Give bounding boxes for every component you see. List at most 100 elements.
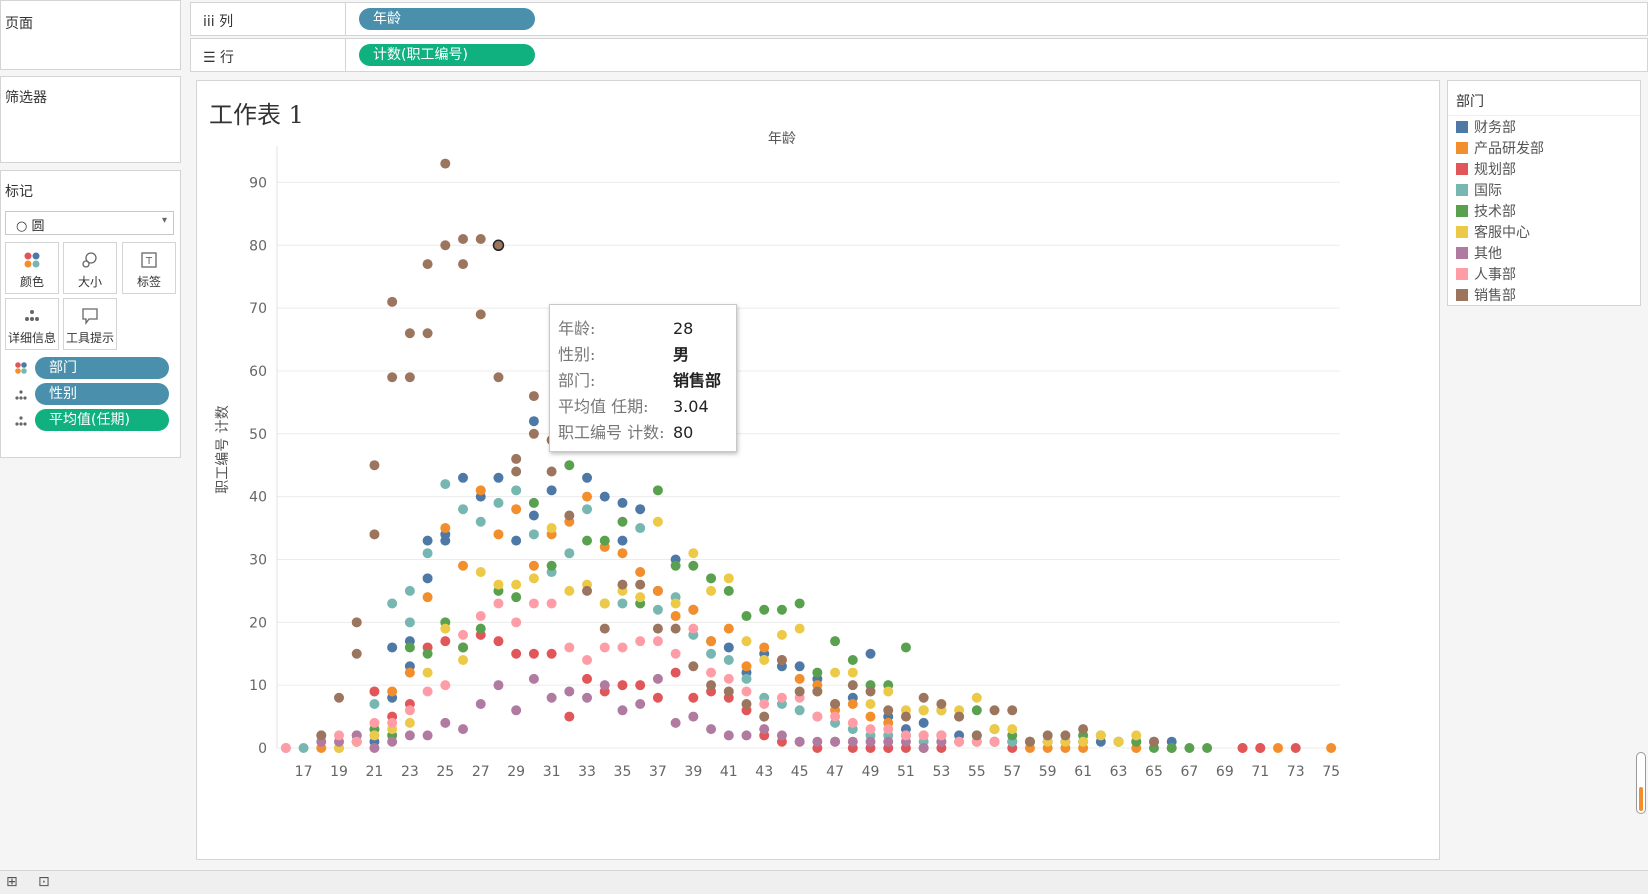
x-tick-label: 73 [1287,764,1305,780]
data-point [971,692,982,703]
x-tick-label: 51 [897,764,915,780]
detail-card[interactable]: 详细信息 [5,298,59,350]
data-point [511,466,522,477]
data-point [918,743,929,753]
y-tick-label: 30 [249,552,267,568]
columns-shelf[interactable]: iii 列 年龄 [190,2,1648,36]
data-point [387,736,398,747]
data-point [404,585,415,596]
columns-pill-age-label: 年龄 [373,11,401,27]
data-point [635,636,646,647]
data-point [883,736,894,747]
rows-shelf[interactable]: ☰ 行 计数(职工编号) [190,38,1648,72]
data-point [475,516,486,527]
tooltip-card[interactable]: 工具提示 [63,298,117,350]
legend-item[interactable]: 人事部 [1456,264,1516,284]
data-point [475,309,486,320]
data-point [652,623,663,634]
columns-pill-age[interactable]: 年龄 [359,8,535,30]
legend-item[interactable]: 规划部 [1456,159,1516,179]
new-worksheet-icon[interactable]: ⊞ [6,874,18,890]
data-point [369,743,380,753]
data-point [1024,736,1035,747]
rows-pill-count[interactable]: 计数(职工编号) [359,44,535,66]
data-point [670,623,681,634]
svg-text:T: T [145,256,153,267]
data-point [883,724,894,735]
data-point [617,579,628,590]
data-point [830,711,841,722]
tooltip-value: 80 [673,423,694,442]
legend-item[interactable]: 销售部 [1456,285,1516,305]
legend-item-label: 产品研发部 [1474,141,1544,157]
marks-pill-gender-label: 性别 [49,386,77,402]
data-point [475,233,486,244]
label-card[interactable]: T 标签 [122,242,176,294]
data-point [458,504,469,515]
data-point [528,560,539,571]
legend-header-underline [1448,115,1640,116]
data-point [670,717,681,728]
data-point [493,472,504,483]
legend-item[interactable]: 国际 [1456,180,1502,200]
data-point [723,686,734,697]
legend-item[interactable]: 财务部 [1456,117,1516,137]
data-point [652,485,663,496]
data-point [387,686,398,697]
x-tick-label: 43 [755,764,773,780]
data-point [475,699,486,710]
legend-item[interactable]: 其他 [1456,243,1502,263]
data-point [918,717,929,728]
y-axis-label: 职工编号 计数 [215,405,231,493]
data-point [1113,736,1124,747]
marks-pill-avg-tenure[interactable]: 平均值(任期) [35,409,169,431]
data-point [528,673,539,684]
tooltip-value: 28 [673,319,694,338]
data-point [387,372,398,383]
data-point [493,372,504,383]
legend-panel[interactable]: 部门 财务部 产品研发部 规划部 国际 技术部 客服中心 其他 人事部 销售部 [1447,80,1641,306]
legend-item[interactable]: 技术部 [1456,201,1516,221]
legend-swatch [1456,205,1468,217]
data-point [847,655,858,666]
data-point [688,623,699,634]
data-point [688,560,699,571]
data-point [387,296,398,307]
pages-panel-title: 页面 [5,16,33,32]
data-point [652,604,663,615]
x-tick-label: 65 [1145,764,1163,780]
tooltip-row: 职工编号 计数: 80 [558,419,693,443]
legend-item[interactable]: 产品研发部 [1456,138,1544,158]
filters-panel[interactable]: 筛选器 [0,76,181,163]
mark-type-dropdown[interactable]: ○ 圆 ▾ [5,211,174,235]
data-point [511,485,522,496]
data-point [830,636,841,647]
data-point [918,692,929,703]
new-dashboard-icon[interactable]: ⊡ [38,874,50,890]
vertical-scrollbar[interactable] [1636,752,1646,814]
data-point [422,259,433,270]
data-point [670,560,681,571]
data-point [936,730,947,741]
worksheet-view[interactable]: 工作表 1 年龄 职工编号 计数 0 10 20 30 40 50 60 70 80 90 17 19 21… [196,80,1440,860]
legend-item[interactable]: 客服中心 [1456,222,1530,242]
y-tick-label: 60 [249,364,267,380]
data-point [564,642,575,653]
data-point [582,692,593,703]
marks-pill-department[interactable]: 部门 [35,357,169,379]
data-point [546,598,557,609]
scrollbar-thumb[interactable] [1639,787,1643,811]
data-point [847,699,858,710]
data-point [493,636,504,647]
data-point [369,699,380,710]
x-tick-label: 41 [720,764,738,780]
data-point [422,730,433,741]
color-card[interactable]: 颜色 [5,242,59,294]
legend-item-label: 国际 [1474,183,1502,199]
data-point [422,667,433,678]
tooltip-value: 男 [673,345,690,364]
size-card[interactable]: 大小 [63,242,117,294]
marks-pill-gender[interactable]: 性别 [35,383,169,405]
x-tick-label: 27 [472,764,490,780]
